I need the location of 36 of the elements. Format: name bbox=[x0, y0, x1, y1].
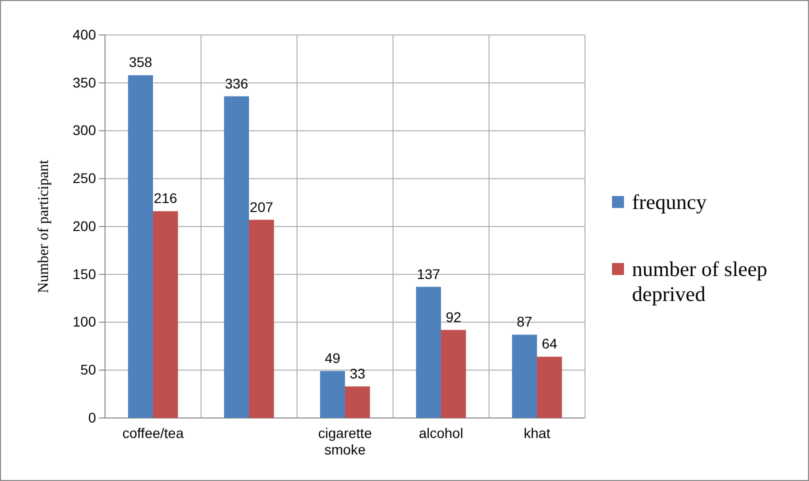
data-label: 358 bbox=[128, 54, 152, 70]
data-label: 33 bbox=[350, 365, 366, 382]
data-label: 216 bbox=[154, 190, 178, 206]
bar bbox=[512, 334, 537, 418]
bar bbox=[128, 75, 153, 418]
data-label: 49 bbox=[324, 350, 341, 366]
x-tick-label: alcohol bbox=[418, 424, 464, 441]
y-tick-label: 100 bbox=[72, 314, 96, 330]
legend-label: frequncy bbox=[632, 190, 708, 214]
legend-label: number of sleep deprived bbox=[632, 257, 768, 306]
bar bbox=[153, 211, 178, 418]
y-tick-label: 0 bbox=[88, 409, 96, 426]
bar bbox=[537, 356, 562, 418]
bar bbox=[224, 96, 249, 418]
y-tick-label: 300 bbox=[72, 122, 96, 138]
y-tick-label: 50 bbox=[80, 362, 96, 378]
x-tick-label: coffee/tea bbox=[122, 424, 184, 441]
y-tick-label: 400 bbox=[72, 26, 96, 42]
bar bbox=[441, 330, 466, 418]
y-axis-title: Number of participant bbox=[36, 159, 52, 294]
y-tick-label: 150 bbox=[72, 266, 96, 282]
bar bbox=[320, 371, 345, 418]
y-tick-label: 350 bbox=[72, 74, 96, 90]
y-tick-label: 200 bbox=[72, 218, 96, 234]
bar bbox=[416, 286, 441, 418]
data-label: 87 bbox=[516, 314, 533, 330]
y-tick-label: 250 bbox=[72, 170, 96, 186]
data-label: 336 bbox=[224, 75, 248, 92]
data-label: 207 bbox=[250, 198, 274, 215]
data-label: 64 bbox=[542, 336, 558, 352]
x-tick-label: khat bbox=[524, 424, 550, 441]
data-label: 92 bbox=[446, 308, 462, 325]
x-tick-label: cigarette smoke bbox=[318, 424, 372, 458]
bar bbox=[249, 220, 274, 418]
data-label: 137 bbox=[416, 266, 440, 282]
bar bbox=[345, 386, 370, 418]
